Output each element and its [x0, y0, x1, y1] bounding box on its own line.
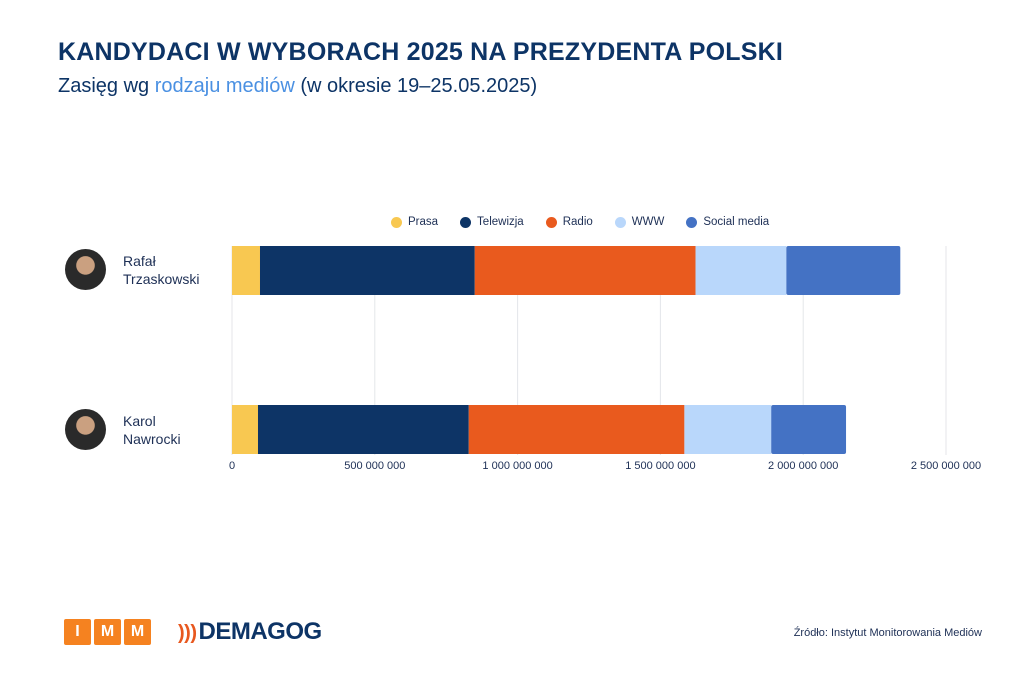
- bar-segment-social-media: [771, 405, 847, 454]
- bar-segment-www: [695, 246, 787, 295]
- legend-label: Prasa: [408, 216, 439, 228]
- legend-item: WWW: [614, 216, 665, 228]
- candidate-first-name: Rafał: [123, 252, 156, 269]
- subtitle: Zasięg wg rodzaju mediów (w okresie 19–2…: [58, 75, 537, 98]
- legend-dot-icon: [686, 216, 698, 228]
- avatar: [65, 409, 106, 450]
- legend-dot-icon: [545, 216, 557, 228]
- x-tick-label: 1 500 000 000: [625, 460, 695, 472]
- legend-label: Social media: [703, 216, 770, 228]
- x-tick-label: 500 000 000: [344, 460, 405, 472]
- legend-dot-icon: [614, 216, 626, 228]
- subtitle-highlight: rodzaju mediów: [154, 75, 295, 97]
- source-note: Źródło: Instytut Monitorowania Mediów: [793, 627, 982, 639]
- x-tick-label: 2 000 000 000: [768, 460, 838, 472]
- bar-segment-telewizja: [259, 246, 475, 295]
- bar-segment-radio: [474, 246, 696, 295]
- candidate-last-name: Trzaskowski: [123, 270, 200, 287]
- bar-segment-social-media: [786, 246, 901, 295]
- subtitle-post: (w okresie 19–25.05.2025): [294, 75, 538, 97]
- bar-segment-telewizja: [257, 405, 469, 454]
- x-tick-label: 1 000 000 000: [482, 460, 552, 472]
- legend-item: Social media: [686, 216, 769, 228]
- signal-icon: ))): [178, 622, 197, 644]
- bar-segment-radio: [468, 405, 685, 454]
- candidate-label-1: Karol Nawrocki: [65, 409, 223, 450]
- candidate-last-name: Nawrocki: [123, 430, 181, 447]
- legend-label: Radio: [562, 216, 593, 228]
- x-tick-label: 0: [229, 460, 235, 472]
- subtitle-pre: Zasięg wg: [58, 75, 155, 97]
- avatar: [65, 249, 106, 290]
- legend: Prasa Telewizja Radio WWW Social media: [391, 216, 769, 228]
- legend-item: Radio: [545, 216, 593, 228]
- legend-label: WWW: [631, 216, 665, 228]
- candidate-label-0: Rafał Trzaskowski: [65, 249, 223, 290]
- bar-segment-prasa: [232, 246, 260, 295]
- page-title: KANDYDACI W WYBORACH 2025 NA PREZYDENTA …: [58, 38, 783, 66]
- demagog-logo: )))DEMAGOG: [178, 618, 322, 645]
- legend-label: Telewizja: [477, 216, 524, 228]
- bar-segment-prasa: [232, 405, 258, 454]
- legend-dot-icon: [460, 216, 472, 228]
- legend-item: Prasa: [391, 216, 438, 228]
- bar-segment-www: [684, 405, 772, 454]
- legend-item: Telewizja: [460, 216, 524, 228]
- candidate-first-name: Karol: [123, 412, 156, 429]
- x-tick-label: 2 500 000 000: [911, 460, 981, 472]
- legend-dot-icon: [391, 216, 402, 228]
